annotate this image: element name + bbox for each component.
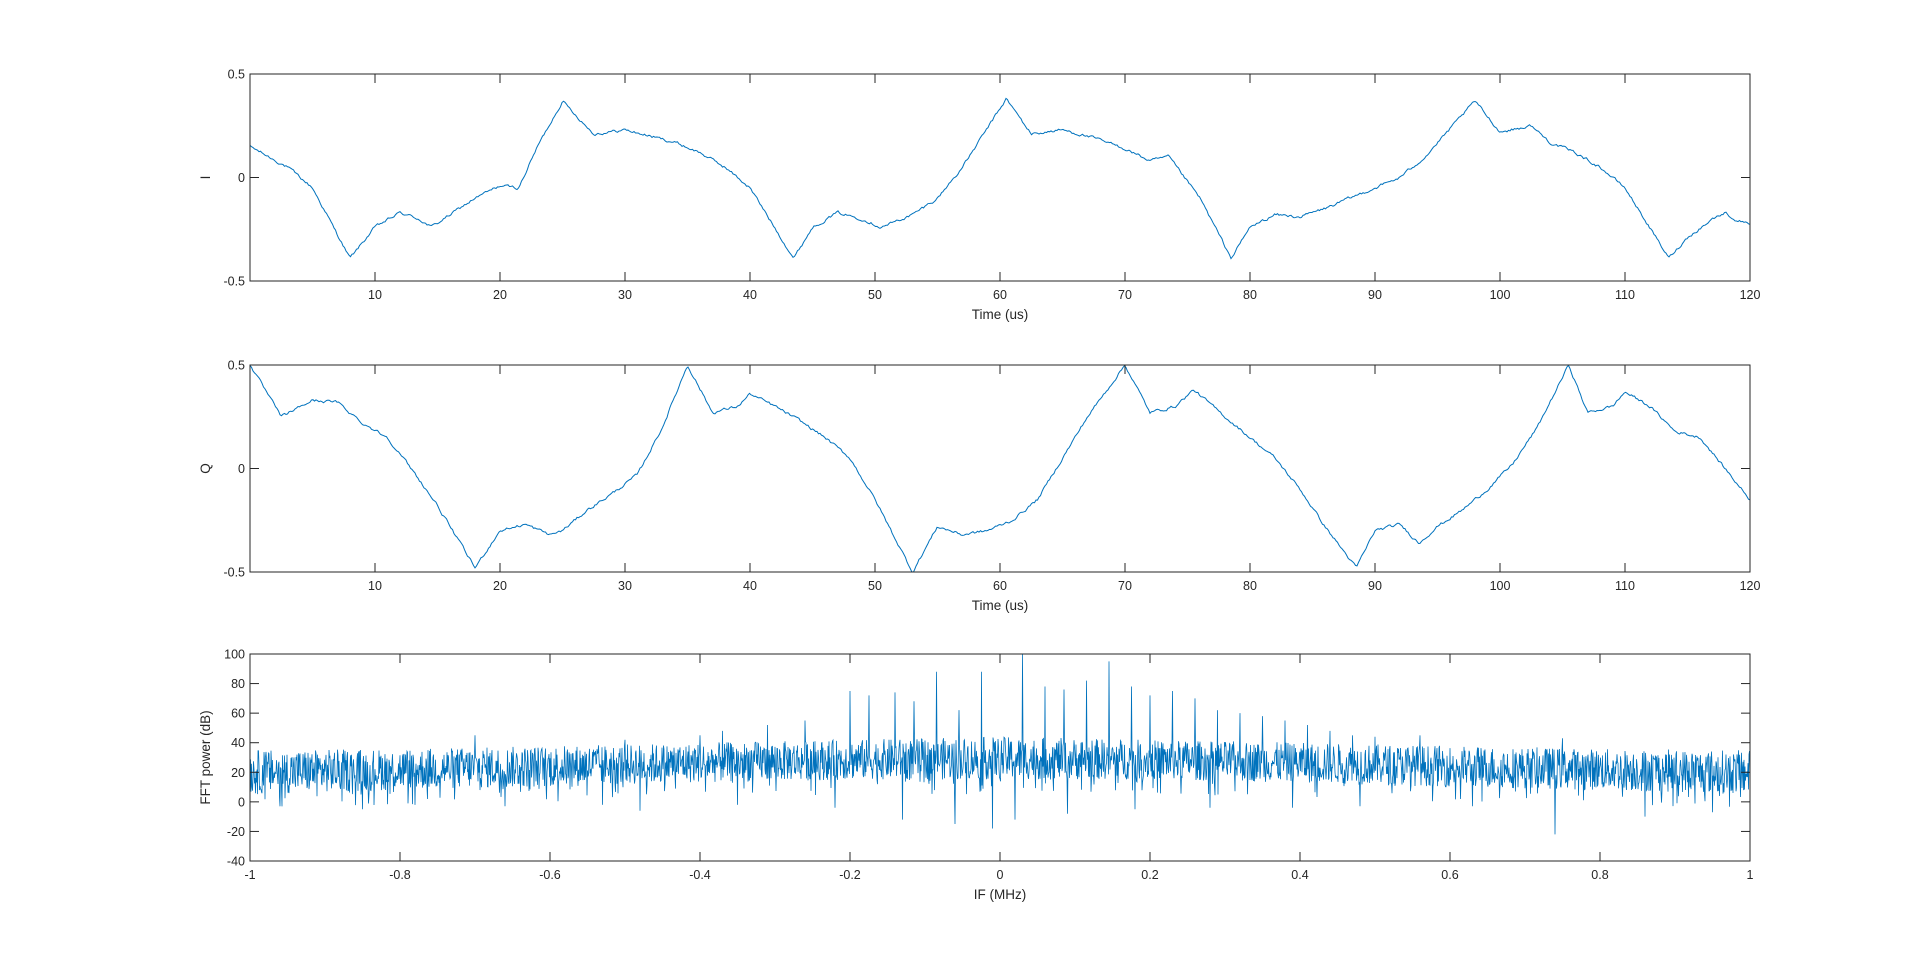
i-plot-ytick-label: 0: [238, 171, 245, 185]
i-plot-xtick-label: 40: [743, 288, 757, 302]
fft-plot-ylabel: FFT power (dB): [198, 710, 213, 804]
i-plot-xtick-label: 80: [1243, 288, 1257, 302]
i-plot-xtick-label: 60: [993, 288, 1007, 302]
i-plot-xtick-label: 10: [368, 288, 382, 302]
q-plot-ylabel: Q: [198, 463, 213, 474]
i-plot-xtick-label: 120: [1740, 288, 1761, 302]
q-plot-xlabel: Time (us): [972, 598, 1029, 613]
fft-plot-ytick-label: 100: [224, 648, 245, 662]
fft-plot-xlabel: IF (MHz): [974, 887, 1026, 902]
fft-plot-xtick-label: -0.4: [689, 868, 711, 882]
q-plot-xtick-label: 90: [1368, 579, 1382, 593]
fft-plot-ytick-label: 0: [238, 795, 245, 809]
fft-plot-ytick-label: 80: [231, 677, 245, 691]
q-plot-xtick-label: 80: [1243, 579, 1257, 593]
i-plot-xlabel: Time (us): [972, 307, 1029, 322]
fft-plot-xtick-label: 0: [997, 868, 1004, 882]
fft-plot-spectrum-line: [250, 654, 1750, 835]
q-plot-xtick-label: 40: [743, 579, 757, 593]
fft-plot-xtick-label: -0.6: [539, 868, 561, 882]
i-plot-trace-group: [250, 97, 1750, 260]
q-plot-xtick-label: 110: [1615, 579, 1635, 593]
fft-plot-xtick-label: -0.8: [389, 868, 411, 882]
fft-plot-ytick-label: 40: [231, 736, 245, 750]
q-plot-xtick-label: 50: [868, 579, 882, 593]
fft-plot: -1 -0.8 -0.6 -0.4 -0.2 0 0.2 0.4 0.6 0.8 1 -40 -20 0 2…: [198, 648, 1754, 903]
i-plot-xtick-label: 20: [493, 288, 507, 302]
fft-plot-xtick-label: 0.4: [1291, 868, 1308, 882]
fft-plot-ytick-label: 20: [231, 766, 245, 780]
q-plot-ytick-label: 0.5: [228, 359, 245, 373]
fft-plot-xtick-label: 1: [1747, 868, 1754, 882]
i-plot-xtick-label: 90: [1368, 288, 1382, 302]
fft-plot-xtick-label: 0.2: [1141, 868, 1158, 882]
fft-plot-ytick-label: -20: [227, 825, 245, 839]
q-plot-ytick-label: 0: [238, 462, 245, 476]
i-plot: 10 20 30 40 50 60 70 80 90 100 110 120 -0.5 0 0.5 Time …: [198, 68, 1760, 323]
q-plot-xtick-label: 100: [1490, 579, 1511, 593]
plots-container: 10 20 30 40 50 60 70 80 90 100 110 120-0.500.5Time …: [198, 68, 1760, 903]
i-plot-xtick-label: 30: [618, 288, 632, 302]
fft-plot-ytick-label: 60: [231, 707, 245, 721]
fft-plot-trace-group: [250, 654, 1750, 835]
i-plot-xtick-label: 110: [1615, 288, 1635, 302]
i-plot-ylabel: I: [198, 176, 213, 180]
i-plot-xtick-label: 70: [1118, 288, 1132, 302]
q-plot-ytick-label: -0.5: [223, 566, 245, 580]
fft-plot-ytick-label: -40: [227, 855, 245, 869]
fft-plot-xtick-label: 0.6: [1441, 868, 1458, 882]
fft-plot-xtick-label: 0.8: [1591, 868, 1608, 882]
q-plot-trace-group: [250, 365, 1750, 572]
fft-plot-xtick-label: -0.2: [839, 868, 861, 882]
q-plot: 10 20 30 40 50 60 70 80 90 100 110 120 -0.5 0 0.5 Time …: [198, 359, 1760, 614]
fft-plot-xtick-label: -1: [244, 868, 255, 882]
q-plot-xtick-label: 20: [493, 579, 507, 593]
q-plot-series-line: [250, 365, 1750, 572]
i-plot-xtick-label: 100: [1490, 288, 1511, 302]
i-plot-ytick-label: -0.5: [223, 275, 245, 289]
i-plot-xtick-label: 50: [868, 288, 882, 302]
q-plot-xtick-label: 60: [993, 579, 1007, 593]
q-plot-xtick-label: 10: [368, 579, 382, 593]
q-plot-xtick-label: 30: [618, 579, 632, 593]
q-plot-xtick-label: 70: [1118, 579, 1132, 593]
q-plot-xtick-label: 120: [1740, 579, 1761, 593]
i-plot-series-line: [250, 97, 1750, 260]
i-plot-ytick-label: 0.5: [228, 68, 245, 82]
